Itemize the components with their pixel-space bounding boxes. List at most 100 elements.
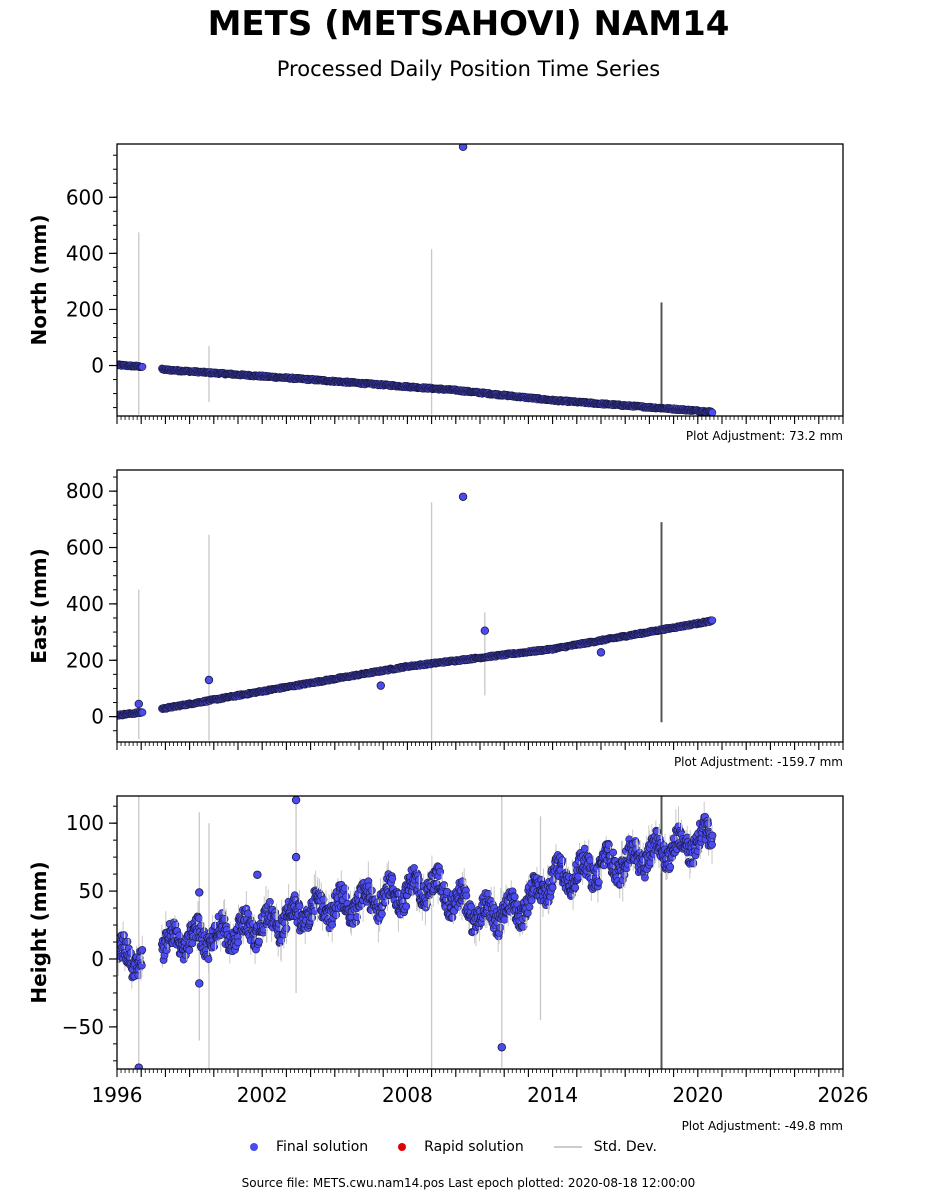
north-ytick-label: 0 (91, 354, 104, 378)
east-plot-area (117, 492, 717, 741)
north-ytick-label: 600 (66, 185, 104, 209)
height-data-point (580, 844, 589, 853)
height-data-point (328, 920, 337, 929)
north-ylabel: North (mm) (27, 214, 51, 345)
east-ytick-label: 200 (66, 648, 104, 672)
height-data-point (436, 867, 445, 876)
height-outlier-point (195, 888, 204, 897)
height-ytick-label: 100 (66, 811, 104, 835)
height-data-point (527, 896, 536, 905)
height-data-point (704, 819, 713, 828)
height-xtick-label: 2026 (818, 1083, 869, 1107)
north-plot-adjustment: Plot Adjustment: 73.2 mm (686, 429, 843, 443)
height-data-point (210, 942, 219, 951)
height-data-point (462, 891, 471, 900)
height-outlier-point (253, 870, 262, 879)
east-ytick-label: 400 (66, 592, 104, 616)
panel-height: −50 0 50 100 1996 2002 2008 2014 2020 2026 Height … (27, 795, 869, 1133)
east-data-point (708, 616, 717, 625)
height-data-point (402, 902, 411, 911)
height-data-point (388, 874, 397, 883)
chart-title: METS (METSAHOVI) NAM14 (207, 4, 730, 44)
east-ylabel: East (mm) (27, 548, 51, 664)
height-data-point (244, 909, 253, 918)
height-data-point (448, 913, 457, 922)
height-data-point (319, 895, 328, 904)
east-outlier-point (134, 699, 143, 709)
height-data-point (255, 937, 263, 946)
height-data-point (353, 913, 361, 921)
north-data-point (708, 408, 717, 416)
height-data-point (574, 872, 583, 881)
height-data-point (586, 856, 594, 865)
final-solution-marker-icon (250, 1143, 258, 1151)
height-data-point (594, 878, 603, 887)
height-data-point (604, 840, 613, 849)
east-outlier-point (458, 492, 468, 501)
height-xtick-label: 2014 (527, 1083, 578, 1107)
east-ytick-label: 600 (66, 536, 104, 560)
height-outlier-point (497, 1043, 506, 1052)
north-outlier-point (458, 144, 468, 152)
height-data-point (265, 897, 274, 906)
panel-east: 0 200 400 600 800 East (mm) Plot Adjustment: -… (27, 469, 844, 769)
height-data-point (558, 856, 567, 865)
height-data-point (500, 915, 509, 924)
height-outlier-point (134, 1063, 143, 1069)
height-data-point (510, 892, 519, 901)
legend-label-rapid: Rapid solution (424, 1139, 524, 1155)
height-data-point (332, 910, 341, 919)
height-xtick-label: 2002 (237, 1083, 288, 1107)
north-data-point (138, 362, 147, 371)
height-data-point (519, 922, 528, 931)
height-xtick-label: 2020 (672, 1083, 723, 1107)
height-data-point (548, 883, 557, 892)
height-data-point (340, 884, 349, 893)
height-xtick-label: 1996 (92, 1083, 143, 1107)
east-outlier-point (480, 626, 490, 635)
height-ytick-label: 50 (79, 879, 104, 903)
height-data-point (689, 859, 698, 868)
height-data-point (377, 910, 386, 918)
height-plot-area (117, 796, 717, 1069)
legend: Final solution Rapid solution Std. Dev. (250, 1136, 687, 1158)
height-data-point (220, 915, 229, 923)
source-note: Source file: METS.cwu.nam14.pos Last epo… (241, 1176, 696, 1190)
east-plot-adjustment: Plot Adjustment: -159.7 mm (674, 755, 843, 769)
height-data-point (708, 840, 716, 849)
height-ylabel: Height (mm) (27, 861, 51, 1003)
chart-subtitle: Processed Daily Position Time Series (276, 57, 661, 81)
height-data-point (123, 937, 132, 946)
north-ytick-label: 400 (66, 241, 104, 265)
height-plot-adjustment: Plot Adjustment: -49.8 mm (682, 1119, 843, 1133)
height-data-point (525, 903, 534, 911)
east-data-point (138, 708, 147, 717)
legend-label-final: Final solution (276, 1139, 369, 1155)
height-data-point (342, 892, 351, 901)
height-data-point (194, 914, 203, 923)
height-data-point (467, 902, 476, 911)
rapid-solution-marker-icon (398, 1143, 407, 1151)
height-data-point (185, 946, 194, 955)
panel-north: 0 200 400 600 North (mm) Plot Adjustment: 73.… (27, 143, 844, 443)
legend-item-final: Final solution (250, 1139, 368, 1155)
legend-item-rapid: Rapid solution (398, 1139, 524, 1155)
east-outlier-point (204, 675, 214, 685)
height-data-point (138, 945, 147, 954)
height-outlier-point (195, 979, 204, 988)
east-ytick-label: 0 (91, 705, 104, 729)
east-outlier-point (596, 648, 606, 657)
height-data-point (234, 938, 242, 947)
height-data-point (484, 889, 493, 898)
height-ytick-label: −50 (62, 1015, 104, 1039)
height-data-point (641, 873, 649, 882)
stddev-line-icon (553, 1146, 582, 1148)
height-xtick-label: 2008 (382, 1083, 433, 1107)
height-data-point (666, 863, 675, 871)
height-ytick-label: 0 (91, 947, 104, 971)
height-data-point (571, 883, 580, 892)
north-plot-area (117, 144, 717, 416)
height-data-point (609, 848, 618, 857)
height-data-point (175, 931, 184, 940)
